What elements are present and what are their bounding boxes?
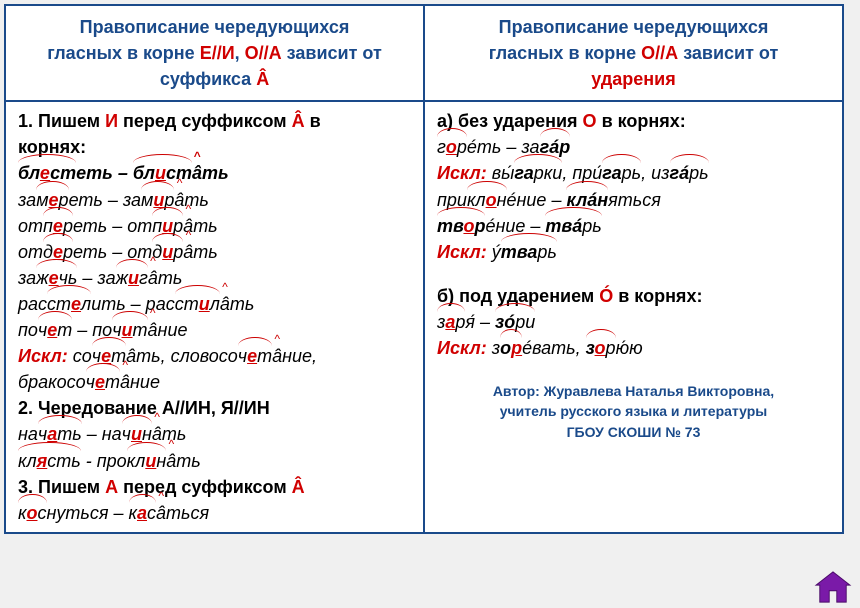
- re4: заря́ – зóри: [437, 309, 830, 335]
- ex7: почет – почитâние: [18, 317, 411, 343]
- hr-l3: ударения: [437, 66, 830, 92]
- body-left: 1. Пишем И перед суффиксом Â в корнях: б…: [5, 101, 424, 533]
- ex3: отпереть – отпирâть: [18, 213, 411, 239]
- rule1: 1. Пишем И перед суффиксом Â в: [18, 108, 411, 134]
- rule1-line2: корнях:: [18, 134, 411, 160]
- ex6: расстелить – расстилâть: [18, 291, 411, 317]
- hr-l1: Правописание чередующихся: [437, 14, 830, 40]
- rules-table: Правописание чередующихся гласных в корн…: [4, 4, 844, 534]
- iskl1-line1: Искл: сочетâть, словосочетâние,: [18, 343, 411, 369]
- header-left: Правописание чередующихся гласных в корн…: [5, 5, 424, 101]
- spacer: [437, 265, 830, 283]
- re3: творéние – твáрь: [437, 213, 830, 239]
- ris2: Искл: ýтварь: [437, 239, 830, 265]
- ex4: отдереть – отдирâть: [18, 239, 411, 265]
- ex2: замереть – замирâть: [18, 187, 411, 213]
- credit: Автор: Журавлева Наталья Викторовна, учи…: [437, 381, 830, 442]
- header-right: Правописание чередующихся гласных в корн…: [424, 5, 843, 101]
- hr-l2: гласных в корне О//А зависит от: [437, 40, 830, 66]
- ex10: коснуться – касâться: [18, 500, 411, 526]
- ex9: клясть - проклинâть: [18, 448, 411, 474]
- hl-l3: суффикса Â: [18, 66, 411, 92]
- ex1: блестеть – блистâть: [18, 160, 411, 186]
- rule-b: б) под ударением Ó в корнях:: [437, 283, 830, 309]
- re2: приклонéние – клáняться: [437, 187, 830, 213]
- body-right: а) без ударения О в корнях: горéть – заг…: [424, 101, 843, 533]
- ex8: начать – начинâть: [18, 421, 411, 447]
- home-icon[interactable]: [814, 570, 852, 604]
- hl-l1: Правописание чередующихся: [18, 14, 411, 40]
- rule3: 3. Пишем А перед суффиксом Â: [18, 474, 411, 500]
- rule-a: а) без ударения О в корнях:: [437, 108, 830, 134]
- ris3: Искл: зорéвать, зорю́ю: [437, 335, 830, 361]
- hl-l2: гласных в корне Е//И, О//А зависит от: [18, 40, 411, 66]
- iskl1-line2: бракосочетâние: [18, 369, 411, 395]
